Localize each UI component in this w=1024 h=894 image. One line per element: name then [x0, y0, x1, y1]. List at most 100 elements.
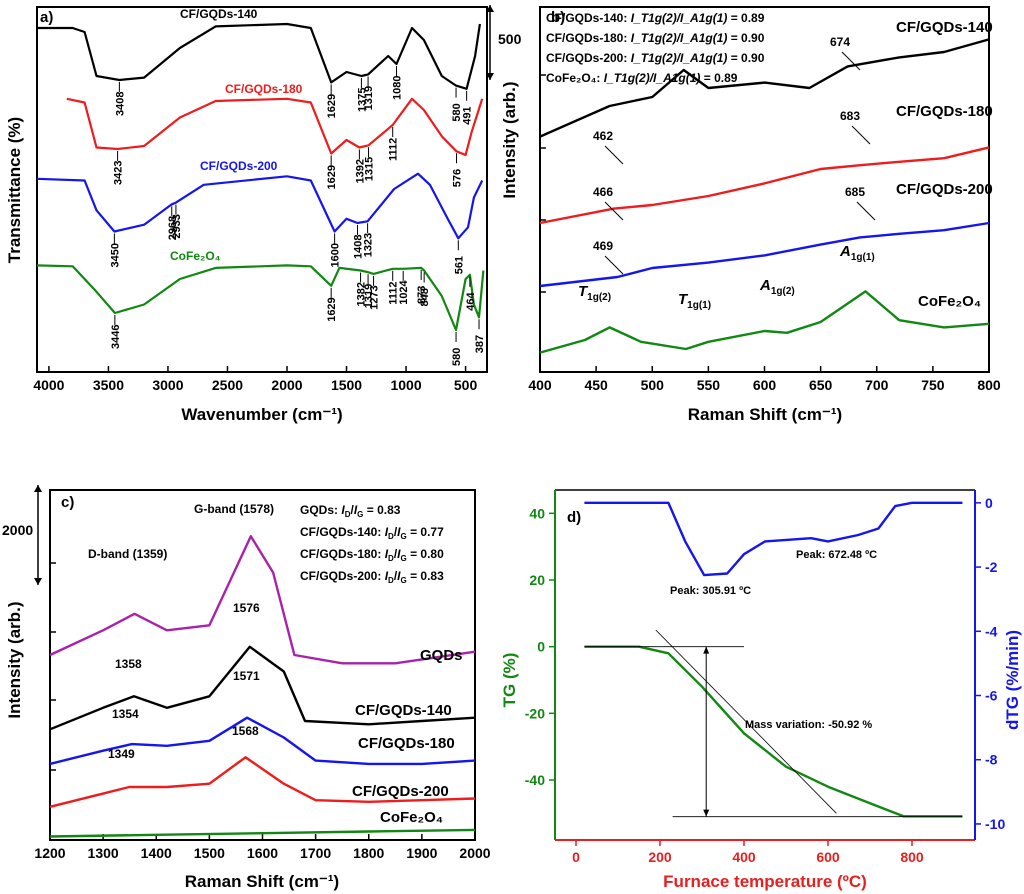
- panel-c-peak-label: 1358: [115, 657, 142, 671]
- panel-a-line-cf-gqds-180: [66, 97, 484, 157]
- panel-c-peak-label: 1568: [232, 724, 259, 738]
- panel-b-ratio-0: CF/GQDs-140: I_T1g(2)/I_A1g(1) = 0.89: [546, 11, 765, 25]
- panel-c-xtick-label: 1800: [353, 845, 384, 861]
- panel-c-ratio-1: CF/GQDs-140: ID/IG = 0.77: [300, 525, 444, 541]
- panel-d-left-tick-label: -40: [525, 772, 545, 788]
- panel-b-mode-label: A1g(1): [839, 243, 875, 263]
- panel-b-line-cofe-o: [539, 290, 990, 354]
- panel-a-peak-label: 3423: [113, 161, 125, 185]
- panel-d-mass-label: Mass variation: -50.92 %: [745, 719, 872, 731]
- panel-a-peak-label: 1319: [363, 284, 375, 308]
- panel-d-line-tg: [584, 645, 963, 818]
- panel-c-ratio-3: CF/GQDs-200: ID/IG = 0.83: [300, 569, 444, 585]
- panel-b-peak-arrow: [604, 201, 624, 221]
- panel-a-peak-label: 580: [451, 348, 463, 366]
- panel-d-right-tick-label: 0: [985, 495, 993, 511]
- panel-a-peak-label: 580: [451, 103, 463, 121]
- panel-c-line-cf-gqds-180: [49, 716, 476, 766]
- panel-c-xtick-label: 1400: [141, 845, 172, 861]
- panel-d-xtick-label: 400: [732, 849, 756, 865]
- panel-c-xtick-label: 1600: [247, 845, 278, 861]
- panel-c-gband-label: G-band (1578): [194, 502, 274, 516]
- panel-c-peak-label: 1571: [233, 669, 260, 683]
- panel-c-series-label: GQDs: [420, 647, 463, 664]
- panel-d-line-dtg: [584, 501, 963, 577]
- panel-c-xlabel: Raman Shift (cm⁻¹): [185, 872, 339, 891]
- panel-a-peak-label: 1392: [354, 159, 366, 183]
- panel-b-peak-label: 683: [840, 109, 860, 123]
- panel-a-line-cofe-o: [36, 264, 485, 332]
- panel-b-xtick-label: 550: [697, 377, 721, 393]
- panel-d-left-tick-label: 40: [529, 505, 545, 521]
- panel-d-left-tick-label: -20: [525, 705, 545, 721]
- panel-a-peak-label: 1600: [330, 243, 342, 267]
- panel-c-peak-label: 1576: [233, 601, 260, 615]
- panel-b-line-cf-gqds-180: [539, 146, 990, 225]
- panel-a-ylabel: Transmittance (%): [5, 117, 24, 263]
- panel-a-peak-label: 1112: [388, 138, 400, 161]
- panel-a-peak-label: 873: [416, 286, 428, 304]
- panel-d-right-tick-label: -10: [985, 816, 1005, 832]
- panel-a-peak-label: 1323: [363, 233, 375, 257]
- panel-d-xtick-label: 600: [816, 849, 840, 865]
- panel-a-peak-label: 848: [419, 288, 431, 306]
- panel-a-peak-label: 1112: [388, 282, 400, 305]
- panel-c-xtick-label: 1500: [194, 845, 225, 861]
- panel-b-line-cf-gqds-200: [539, 221, 990, 288]
- panel-c-xtick-label: 1700: [300, 845, 331, 861]
- panel-a: a) 4000 3500 3000 2500 2000 1500 1000 500 CF/GQD…: [5, 6, 488, 424]
- panel-a-peak-label: 1273: [369, 285, 381, 309]
- panel-c-ylabel: Intensity (arb.): [5, 601, 24, 718]
- panel-a-series-label: CF/GQDs-200: [200, 159, 278, 173]
- panel-d-xtick-label: 200: [648, 849, 672, 865]
- panel-d-xtick-label: 800: [900, 849, 924, 865]
- panel-b-line-cf-gqds-140: [539, 38, 990, 138]
- panel-a-peak-label: 1315: [364, 157, 376, 181]
- panel-b-xtick-label: 600: [753, 377, 777, 393]
- panel-d-peak2-label: Peak: 672.48 ºC: [796, 549, 877, 561]
- panel-d-tangent: [655, 629, 837, 814]
- panel-a-peak-label: 576: [452, 169, 464, 187]
- panel-b-series-label: CoFe₂O₄: [918, 293, 981, 310]
- panel-c-ratio-0: GQDs: ID/IG = 0.83: [300, 503, 401, 519]
- panel-b-ratio-2: CF/GQDs-200: I_T1g(2)/I_A1g(1) = 0.90: [546, 51, 765, 65]
- panel-d-left-tick-label: 20: [529, 572, 545, 588]
- panel-b-xtick-label: 700: [865, 377, 889, 393]
- panel-a-frame: [36, 6, 488, 373]
- panel-b-peak-arrow: [856, 201, 876, 221]
- panel-d-label: d): [567, 509, 581, 526]
- panel-c-series-label: CoFe₂O₄: [380, 809, 443, 826]
- panel-c-peak-label: 1354: [112, 707, 139, 721]
- panel-d: d) 0 200 400 600 80040200-20-400-2-4-6-8-10P…: [500, 489, 1022, 891]
- panel-a-xtick-label: 500: [454, 377, 478, 393]
- panel-c-series-label: CF/GQDs-200: [352, 783, 449, 800]
- panel-b-xtick-label: 450: [584, 377, 608, 393]
- panel-c-line-cofe-o: [49, 828, 476, 838]
- panel-a-peak-label: 1319: [363, 86, 375, 110]
- panel-a-xtick-label: 3000: [152, 377, 183, 393]
- panel-d-right-tick-label: -6: [985, 688, 998, 704]
- panel-b-mode-label: T1g(1): [678, 291, 711, 311]
- panel-d-ylabel-right: dTG (%/min): [1003, 630, 1022, 730]
- panel-a-peak-label: 561: [453, 256, 465, 274]
- panel-d-peak1-label: Peak: 305.91 ºC: [670, 585, 751, 597]
- panel-c-ratio-2: CF/GQDs-180: ID/IG = 0.80: [300, 547, 444, 563]
- panel-b-xtick-label: 750: [921, 377, 945, 393]
- panel-c-scale-bar: 2000: [2, 485, 42, 585]
- panel-c-line-cf-gqds-140: [49, 645, 476, 731]
- panel-b-mode-label: T1g(2): [578, 283, 611, 303]
- panel-b-peak-label: 685: [845, 185, 865, 199]
- panel-b-peak-label: 674: [830, 35, 850, 49]
- panel-c: c) 2000 1200 1300 1400 1500 1600 1700 1800 1900…: [2, 485, 491, 891]
- panel-a-peak-label: 1629: [326, 94, 338, 118]
- panel-a-peak-label: 464: [465, 292, 477, 311]
- panel-b-xtick-label: 400: [528, 377, 552, 393]
- panel-c-xtick-label: 1200: [34, 845, 65, 861]
- panel-a-xtick-label: 2000: [271, 377, 302, 393]
- panel-a-peak-label: 1408: [352, 235, 364, 259]
- panel-a-peak-label: 1375: [356, 88, 368, 112]
- panel-a-peak-label: 3446: [110, 325, 122, 349]
- panel-a-peak-label: 1382: [356, 282, 368, 306]
- panel-b-series-label: CF/GQDs-140: [896, 19, 993, 36]
